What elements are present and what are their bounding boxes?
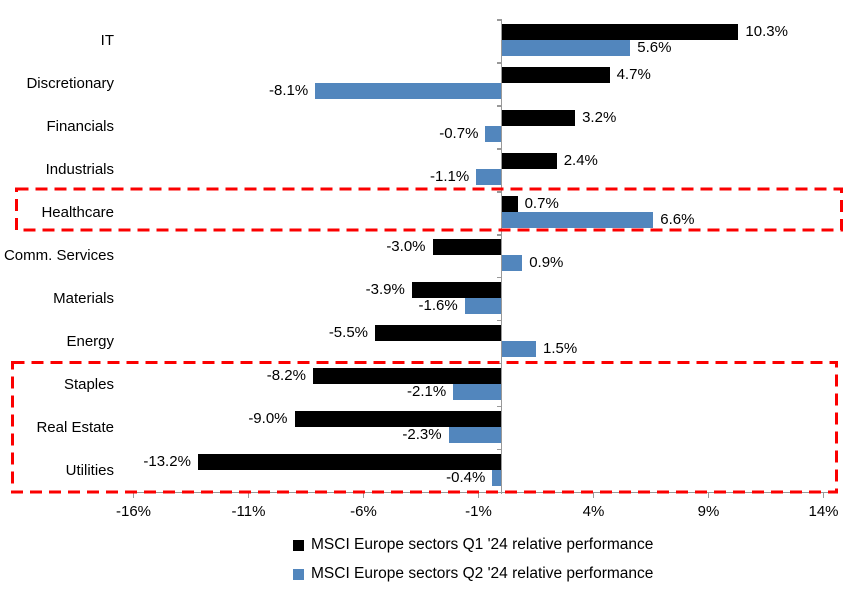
legend-label-q1: MSCI Europe sectors Q1 '24 relative perf…	[311, 536, 654, 553]
y-axis-tick	[497, 234, 502, 236]
y-axis-tick	[497, 62, 502, 64]
x-axis-tick	[362, 492, 365, 498]
x-axis-tick	[247, 492, 250, 498]
value-label: -2.1%	[407, 382, 447, 400]
category-label: Real Estate	[36, 419, 114, 437]
bar-q2	[464, 297, 502, 314]
bar-q1	[312, 367, 502, 384]
y-axis-tick	[497, 19, 502, 21]
legend-label-q2: MSCI Europe sectors Q2 '24 relative perf…	[311, 565, 654, 582]
value-label: 10.3%	[745, 23, 788, 40]
value-label: -3.9%	[365, 280, 405, 298]
bar-q1	[501, 66, 610, 83]
category-label: Financials	[46, 118, 114, 136]
category-label: Healthcare	[41, 204, 114, 222]
value-label: 6.6%	[660, 210, 695, 228]
x-tick-label: -16%	[115, 503, 152, 520]
value-label: -3.0%	[386, 237, 426, 255]
healthcare-highlight	[15, 187, 843, 232]
y-axis-tick	[497, 362, 502, 365]
bar-q2	[453, 383, 502, 400]
value-label: -13.2%	[143, 452, 191, 470]
bar-q2	[485, 125, 502, 142]
category-label: Energy	[66, 333, 114, 351]
y-axis-tick	[497, 276, 502, 279]
y-axis-tick	[497, 319, 502, 322]
value-label: -0.7%	[439, 124, 479, 142]
value-label: 4.7%	[616, 65, 651, 83]
y-axis-tick	[497, 191, 502, 193]
value-label: 0.7%	[524, 194, 559, 212]
value-label: 5.6%	[637, 39, 672, 56]
x-axis-tick	[477, 492, 480, 498]
value-label: -9.0%	[248, 409, 288, 427]
y-axis-tick	[497, 105, 502, 107]
category-label: Industrials	[45, 161, 114, 179]
category-label: Utilities	[65, 462, 114, 480]
x-tick-label: 14%	[808, 503, 839, 520]
x-axis-line	[128, 491, 838, 494]
value-label: -2.3%	[402, 425, 442, 443]
value-label: -1.6%	[418, 296, 458, 314]
bar-q2	[501, 40, 631, 56]
bar-q2	[315, 82, 502, 99]
legend-swatch-q2-icon	[293, 568, 304, 580]
legend-swatch-q1-icon	[293, 539, 304, 551]
bar-q2	[501, 254, 523, 271]
bar-q2	[501, 340, 536, 357]
x-axis-tick	[707, 492, 710, 498]
category-label: Discretionary	[26, 75, 114, 93]
bar-q2	[448, 426, 502, 443]
value-label: -5.5%	[328, 323, 368, 341]
y-axis-tick	[497, 448, 502, 451]
value-label: -1.1%	[430, 167, 470, 185]
x-tick-label: 4%	[582, 503, 605, 520]
value-label: -8.2%	[266, 366, 306, 384]
bar-q1	[501, 24, 739, 40]
y-axis-tick	[497, 405, 502, 408]
value-label: 3.2%	[582, 108, 617, 126]
category-label: Materials	[53, 290, 114, 308]
legend-item-q2: MSCI Europe sectors Q2 '24 relative perf…	[293, 565, 653, 583]
y-axis-tick	[497, 148, 502, 150]
legend-item-q1: MSCI Europe sectors Q1 '24 relative perf…	[293, 536, 653, 554]
x-axis-tick	[132, 492, 135, 498]
category-label: Comm. Services	[3, 247, 114, 265]
bar-q1	[501, 195, 518, 212]
value-label: 1.5%	[543, 339, 578, 357]
value-label: -0.4%	[446, 468, 486, 486]
bar-q2	[476, 168, 502, 185]
x-tick-label: 9%	[697, 503, 720, 520]
x-tick-label: -11%	[231, 503, 266, 520]
bar-q1	[501, 109, 576, 126]
x-tick-label: -1%	[465, 503, 492, 520]
value-label: 0.9%	[529, 253, 564, 271]
bar-q1	[411, 281, 502, 298]
bar-q1	[501, 152, 557, 169]
legend: MSCI Europe sectors Q1 '24 relative perf…	[293, 536, 653, 583]
x-tick-label: -6%	[350, 503, 377, 520]
bar-q1	[375, 324, 502, 341]
bar-q1	[294, 410, 502, 427]
value-label: 2.4%	[563, 151, 598, 169]
category-label: Staples	[63, 376, 114, 394]
bar-q2	[501, 211, 654, 228]
y-axis-line	[500, 20, 503, 494]
category-label: IT	[100, 32, 114, 50]
x-axis-tick	[822, 492, 825, 498]
bar-q1	[432, 238, 502, 255]
x-axis-tick	[592, 492, 595, 498]
bar-q1	[197, 453, 502, 470]
value-label: -8.1%	[269, 81, 309, 99]
